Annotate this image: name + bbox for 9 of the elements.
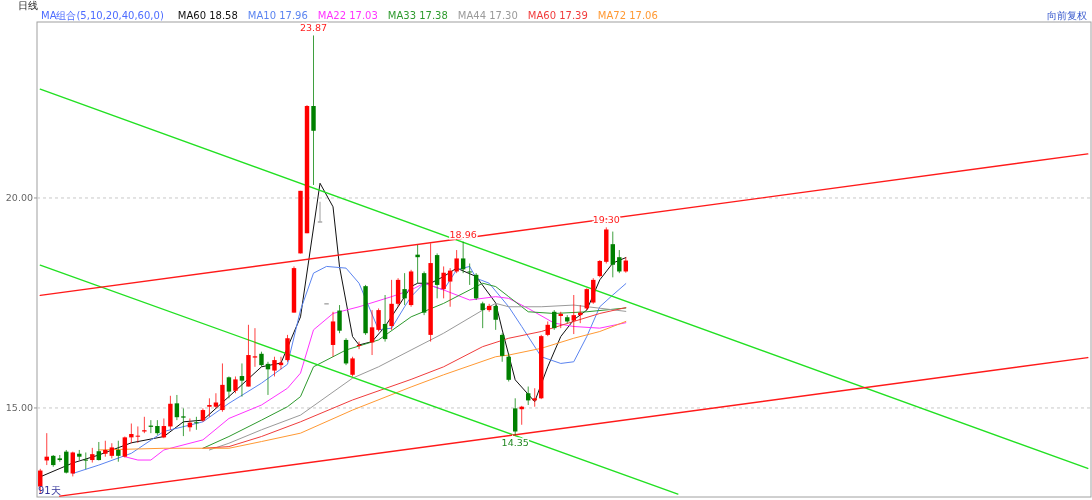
legend: MA组合(5,10,20,40,60,0) MA60 18.58 MA10 17.96 MA22 17.03 MA33 17.38 MA44 17.30 MA60 17.39 MA72 17.06 (41, 10, 658, 21)
price-label: 14.35 (501, 437, 529, 449)
ytick: 20.00 (5, 192, 33, 204)
price-label: 23.87 (299, 22, 328, 34)
note: 向前复权 (1047, 10, 1087, 21)
price-label: 18.96 (449, 228, 477, 240)
note: 91天 (38, 485, 61, 496)
ytick: 15.00 (5, 402, 33, 414)
title: 日线 (18, 0, 38, 11)
